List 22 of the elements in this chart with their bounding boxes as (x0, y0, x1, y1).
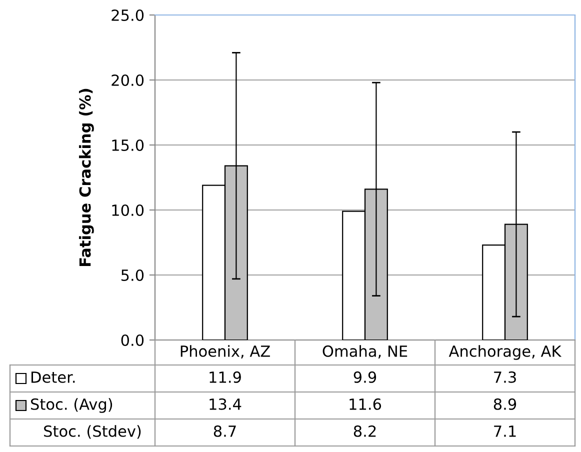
y-tick-label: 0.0 (121, 334, 144, 346)
data-label: 13.4 (210, 398, 242, 410)
data-label: 9.9 (354, 371, 376, 383)
text: Stoc. (Stdev) (44, 425, 141, 439)
legend-label: Deter. (32, 372, 75, 383)
y-tick-label: 25.0 (112, 9, 144, 22)
text: 8.7 (214, 425, 236, 437)
y-tick-label: 10.0 (112, 204, 144, 216)
data-label: 7.3 (494, 371, 516, 383)
y-tick-label: 5.0 (121, 269, 144, 282)
y-axis-title: Fatigue Cracking (%) (78, 88, 94, 266)
y-tick-label: 20.0 (112, 74, 144, 86)
data-label: 8.9 (494, 398, 516, 410)
x-tick-label: Omaha, NE (322, 345, 408, 358)
data-label: 11.9 (210, 371, 241, 383)
text: 8.2 (354, 425, 376, 437)
x-tick-label: Anchorage, AK (448, 345, 562, 360)
y-tick-label: 15.0 (112, 139, 144, 152)
data-label: 11.6 (350, 398, 382, 410)
text: 7.1 (494, 426, 516, 437)
legend-label: Stoc. (Avg) (31, 398, 112, 413)
x-tick-label: Phoenix, AZ (180, 345, 270, 358)
